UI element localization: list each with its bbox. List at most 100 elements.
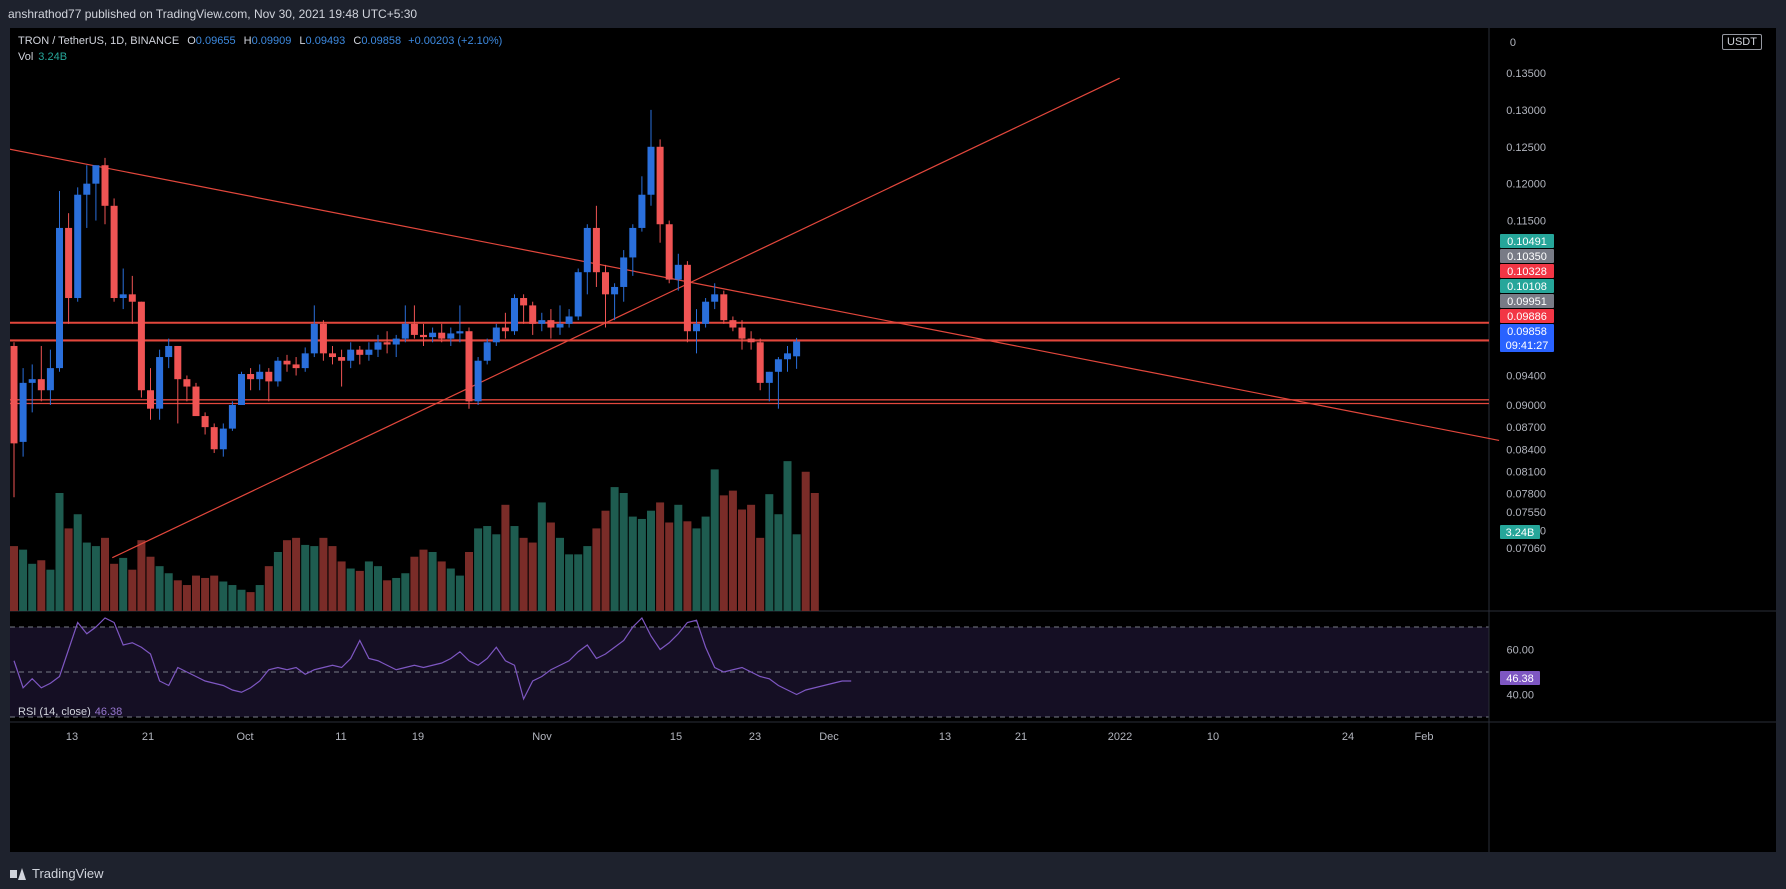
volume-bar: [810, 493, 819, 611]
candle-body: [137, 301, 145, 391]
volume-bar: [483, 526, 492, 611]
volume-marker-label: 3.24B: [1506, 527, 1535, 539]
candle-body: [429, 332, 437, 338]
time-tick-label: 13: [66, 731, 78, 743]
rsi-label[interactable]: RSI (14, close): [18, 706, 91, 718]
volume-bar: [601, 510, 610, 611]
volume-bar: [37, 560, 46, 611]
candle-body: [174, 345, 182, 380]
volume-bar: [565, 554, 574, 611]
candle-body: [456, 331, 464, 334]
high-value: 0.09909: [251, 35, 292, 47]
volume-bar: [292, 537, 301, 611]
candle-body: [356, 349, 364, 355]
volume-bar: [756, 537, 765, 611]
price-marker-label: 0.10350: [1507, 251, 1547, 263]
candle-body: [602, 272, 609, 295]
price-top-tick-label: 0: [1510, 37, 1516, 49]
volume-bar: [228, 585, 237, 611]
volume-bar: [656, 502, 665, 611]
volume-bar: [237, 589, 246, 611]
candle-body: [729, 320, 737, 328]
candle-body: [10, 345, 18, 444]
candle-body: [329, 353, 336, 358]
volume-bar: [146, 556, 155, 611]
high-label: H: [243, 35, 252, 47]
price-tick-label: 0.09400: [1506, 370, 1546, 382]
rsi-value: 46.38: [94, 706, 123, 718]
volume-bar: [374, 566, 382, 611]
candle-body: [119, 294, 127, 299]
low-value: 0.09493: [305, 35, 346, 47]
volume-bar: [128, 569, 137, 611]
currency-button[interactable]: USDT: [1722, 34, 1762, 50]
candle-body: [292, 364, 300, 369]
candle-body: [738, 327, 746, 339]
candle-body: [647, 146, 655, 195]
time-tick-label: 24: [1342, 731, 1354, 743]
candle-body: [629, 227, 637, 258]
candle-body: [547, 320, 555, 328]
candle-body: [46, 368, 54, 391]
price-marker-label: 0.10328: [1507, 266, 1547, 278]
time-tick-label: 23: [749, 731, 761, 743]
price-marker-tag: [1500, 309, 1554, 323]
price-tick-label: 0.08100: [1506, 466, 1546, 478]
volume-bar: [556, 537, 564, 611]
candle-body: [538, 320, 546, 324]
volume-bar: [610, 487, 619, 611]
price-tick-label: 0.07060: [1506, 543, 1546, 555]
volume-bar: [383, 580, 392, 611]
volume-bar: [201, 577, 210, 611]
volume-legend: Vol 3.24B: [18, 51, 67, 63]
candle-body: [774, 359, 782, 372]
volume-bar: [492, 534, 501, 611]
candle-body: [784, 353, 791, 360]
volume-bar: [801, 471, 810, 611]
candle-body: [374, 342, 382, 350]
open-value: 0.09655: [195, 35, 236, 47]
volume-bar: [392, 577, 401, 611]
close-label: C: [353, 35, 362, 47]
time-tick-label: Feb: [1415, 731, 1434, 743]
candle-body: [365, 349, 373, 355]
candle-body: [274, 360, 282, 382]
candle-body: [147, 390, 154, 409]
candle-body: [392, 338, 400, 345]
candle-body: [74, 194, 82, 299]
volume-bar: [101, 537, 109, 611]
price-tick-label: 0.11500: [1507, 216, 1546, 228]
publisher-bar: anshrathod77 published on TradingView.co…: [0, 0, 1786, 28]
volume-bar: [738, 509, 746, 611]
volume-bar: [137, 540, 146, 611]
candle-body: [265, 371, 273, 382]
candlestick-chart[interactable]: 0.13500 0.13000 0.12500 0.12000 0.11500 0.094…: [4, 28, 1776, 852]
time-tick-label: 15: [670, 731, 682, 743]
volume-label: Vol: [18, 51, 34, 63]
candle-body: [520, 298, 528, 306]
time-tick-label: 13: [939, 731, 951, 743]
rsi-tick-label: 60.00: [1506, 645, 1534, 657]
candle-body: [128, 294, 136, 302]
price-marker-tag: [1500, 249, 1554, 263]
candle-body: [301, 353, 309, 369]
price-tick-label: 0.09000: [1506, 400, 1546, 412]
volume-bar: [155, 566, 164, 611]
candle-body: [665, 224, 673, 280]
volume-bar: [465, 552, 473, 611]
tradingview-logo[interactable]: TradingView: [10, 866, 104, 881]
chart-frame[interactable]: 0.13500 0.13000 0.12500 0.12000 0.11500 0.094…: [4, 28, 1776, 852]
volume-bar: [10, 546, 18, 611]
candle-body: [638, 194, 646, 228]
volume-bar: [55, 493, 64, 611]
candle-body: [438, 332, 446, 339]
candle-body: [28, 379, 36, 383]
volume-bar: [728, 490, 737, 611]
volume-bar: [219, 581, 228, 611]
volume-bar: [674, 504, 683, 611]
symbol-name[interactable]: TRON / TetherUS, 1D, BINANCE: [18, 35, 180, 47]
rsi-marker-tag: [1500, 671, 1540, 685]
candle-body: [556, 323, 564, 328]
volume-bar: [619, 493, 628, 611]
volume-bar: [783, 461, 792, 611]
